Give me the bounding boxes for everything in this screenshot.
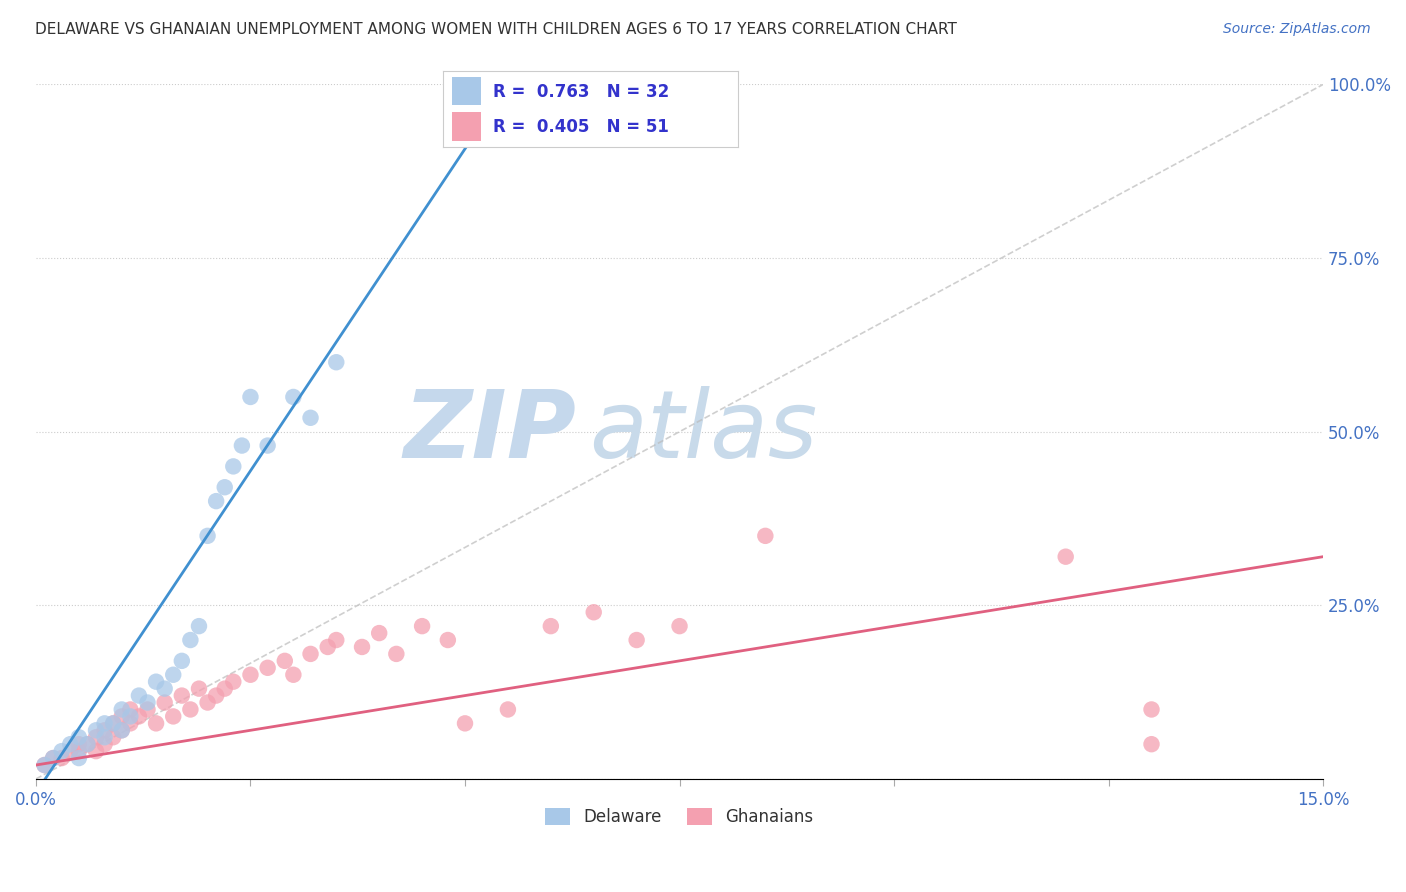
Point — [111, 709, 134, 723]
Point — [540, 619, 562, 633]
Text: Source: ZipAtlas.com: Source: ZipAtlas.com — [1223, 22, 1371, 37]
Point — [496, 702, 519, 716]
Point — [153, 681, 176, 696]
Point — [256, 661, 278, 675]
Point — [67, 731, 90, 745]
Point — [93, 723, 115, 738]
Point — [1140, 702, 1163, 716]
Point — [76, 737, 98, 751]
Point — [626, 633, 648, 648]
Point — [454, 716, 477, 731]
Text: atlas: atlas — [589, 386, 818, 477]
Point — [582, 605, 605, 619]
Point — [120, 702, 142, 716]
Point — [222, 674, 245, 689]
Point — [162, 667, 184, 681]
Point — [197, 696, 219, 710]
Point — [170, 654, 193, 668]
Point — [42, 751, 65, 765]
Bar — [451, 112, 481, 141]
Point — [93, 737, 115, 751]
Point — [67, 751, 90, 765]
Point — [120, 716, 142, 731]
Point — [101, 716, 124, 731]
Point — [325, 355, 347, 369]
Point — [179, 633, 201, 648]
Point — [59, 737, 82, 751]
Point — [136, 696, 159, 710]
Point — [437, 633, 460, 648]
Point — [239, 390, 262, 404]
Point — [145, 716, 167, 731]
Point — [385, 647, 408, 661]
Point — [162, 709, 184, 723]
Point — [325, 633, 347, 648]
Point — [153, 696, 176, 710]
Point — [1140, 737, 1163, 751]
Point — [101, 731, 124, 745]
Point — [42, 751, 65, 765]
Point — [93, 716, 115, 731]
Text: R =  0.405   N = 51: R = 0.405 N = 51 — [494, 118, 669, 136]
Point — [283, 390, 305, 404]
Point — [222, 459, 245, 474]
Point — [111, 702, 134, 716]
Point — [283, 667, 305, 681]
Text: ZIP: ZIP — [404, 385, 576, 478]
Point — [67, 737, 90, 751]
Point — [136, 702, 159, 716]
Point — [256, 439, 278, 453]
Point — [111, 723, 134, 738]
Point — [411, 619, 433, 633]
Point — [197, 529, 219, 543]
Point — [274, 654, 297, 668]
Point — [111, 723, 134, 738]
Point — [754, 529, 776, 543]
Point — [299, 410, 322, 425]
Point — [93, 731, 115, 745]
Point — [51, 751, 73, 765]
Point — [101, 716, 124, 731]
Text: DELAWARE VS GHANAIAN UNEMPLOYMENT AMONG WOMEN WITH CHILDREN AGES 6 TO 17 YEARS C: DELAWARE VS GHANAIAN UNEMPLOYMENT AMONG … — [35, 22, 957, 37]
Point — [34, 758, 56, 772]
Point — [84, 744, 107, 758]
Point — [59, 744, 82, 758]
Point — [231, 439, 253, 453]
Point — [51, 744, 73, 758]
Point — [128, 689, 150, 703]
Point — [128, 709, 150, 723]
Point — [205, 689, 228, 703]
Point — [316, 640, 339, 654]
Bar — [451, 77, 481, 105]
Point — [84, 723, 107, 738]
Point — [34, 758, 56, 772]
Point — [214, 681, 236, 696]
Point — [76, 737, 98, 751]
Point — [350, 640, 373, 654]
Point — [205, 494, 228, 508]
Legend: Delaware, Ghanaians: Delaware, Ghanaians — [538, 802, 820, 833]
Point — [179, 702, 201, 716]
Point — [188, 619, 211, 633]
Point — [214, 480, 236, 494]
Point — [239, 667, 262, 681]
Point — [188, 681, 211, 696]
Point — [120, 709, 142, 723]
Point — [368, 626, 391, 640]
Point — [84, 731, 107, 745]
Point — [67, 744, 90, 758]
Point — [299, 647, 322, 661]
Point — [170, 689, 193, 703]
Point — [668, 619, 690, 633]
Text: R =  0.763   N = 32: R = 0.763 N = 32 — [494, 83, 669, 101]
Point — [145, 674, 167, 689]
Point — [1054, 549, 1077, 564]
